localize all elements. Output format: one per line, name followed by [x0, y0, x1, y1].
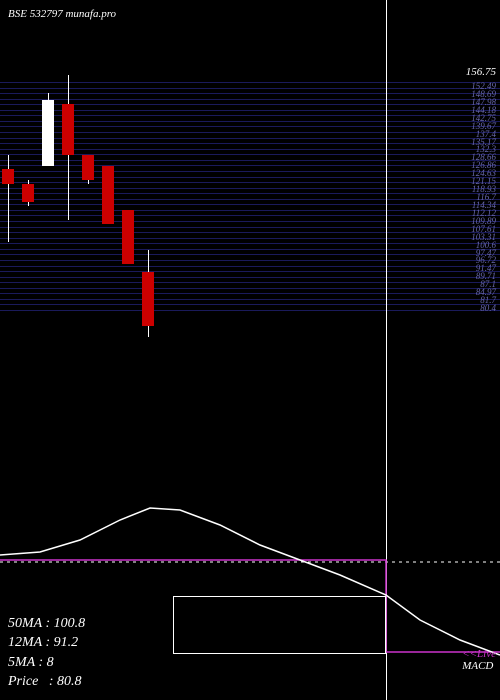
candle-body [42, 100, 54, 166]
cursor-vline [386, 0, 387, 700]
stat-5ma: 5MA : 8 [8, 653, 85, 673]
y-axis-label: 80.4 [480, 303, 496, 313]
stat-price: Price : 80.8 [8, 672, 85, 692]
candle [40, 0, 56, 700]
candle-body [102, 166, 114, 224]
live-macd-label: <<Live MACD [462, 648, 496, 672]
candle-body [122, 210, 134, 265]
candle-wick [8, 155, 9, 243]
stat-12ma: 12MA : 91.2 [8, 633, 85, 653]
candle [0, 0, 16, 700]
candle [60, 0, 76, 700]
candle [80, 0, 96, 700]
candle-body [82, 155, 94, 181]
candle-body [142, 272, 154, 327]
candle [120, 0, 136, 700]
candle-body [22, 184, 34, 202]
stats-panel: 50MA : 100.8 12MA : 91.2 5MA : 8 Price :… [8, 614, 85, 692]
macd-label: MACD [462, 660, 496, 672]
candle-body [2, 169, 14, 184]
candle [140, 0, 156, 700]
indicator-box [173, 596, 386, 654]
candle-body [62, 104, 74, 155]
stat-50ma: 50MA : 100.8 [8, 614, 85, 634]
live-label: <<Live [462, 648, 496, 660]
ticker-header: BSE 532797 munafa.pro [8, 8, 116, 20]
chart-area: BSE 532797 munafa.pro 152.49148.69147.98… [0, 0, 500, 700]
candle [20, 0, 36, 700]
y-max-label: 156.75 [466, 66, 496, 78]
candle [100, 0, 116, 700]
